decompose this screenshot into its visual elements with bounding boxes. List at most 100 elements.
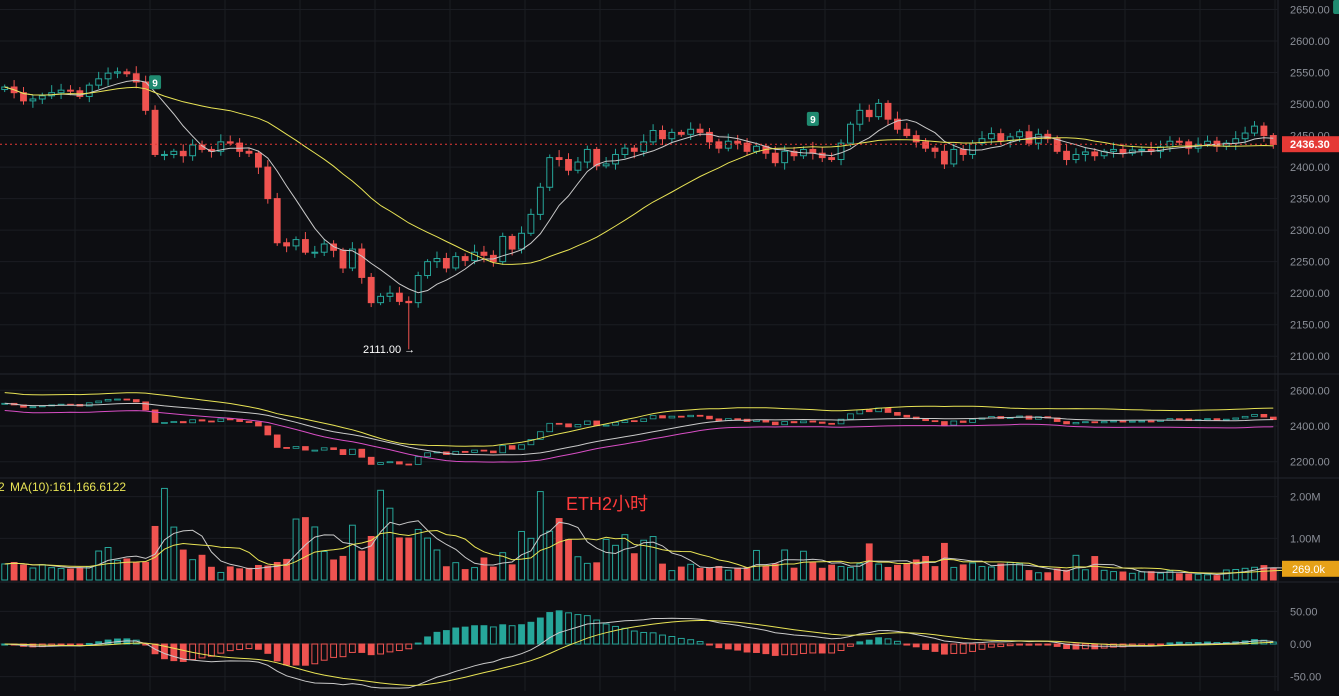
indicator-candle bbox=[198, 419, 206, 422]
macd-histogram-bar bbox=[1166, 642, 1174, 645]
volume-bar bbox=[10, 562, 18, 581]
volume-bar bbox=[57, 568, 65, 581]
volume-bar bbox=[395, 537, 403, 581]
volume-bar bbox=[1232, 569, 1240, 581]
volume-bar bbox=[301, 517, 309, 581]
volume-bar bbox=[348, 524, 356, 581]
price-ma-fast-line bbox=[4, 79, 1274, 294]
candle-body bbox=[348, 248, 356, 269]
candle-body bbox=[386, 292, 394, 297]
macd-histogram-bar bbox=[499, 624, 507, 645]
indicator-candle bbox=[546, 422, 554, 433]
indicator-candle bbox=[630, 420, 638, 423]
indicator-candle bbox=[358, 448, 366, 458]
price-ma-slow-line bbox=[4, 86, 1274, 265]
macd-histogram-bar bbox=[762, 643, 770, 655]
macd-histogram-bar bbox=[602, 623, 610, 645]
y-tick-label: 2500.00 bbox=[1290, 99, 1330, 111]
macd-histogram-bar bbox=[489, 626, 497, 645]
volume-bar bbox=[386, 507, 394, 581]
macd-histogram-bar bbox=[67, 643, 74, 646]
volume-bar bbox=[367, 536, 375, 581]
candle-body bbox=[847, 123, 854, 144]
indicator-candle bbox=[518, 444, 525, 450]
macd-histogram-bar bbox=[29, 643, 37, 648]
volume-bar bbox=[48, 567, 56, 581]
macd-histogram-bar bbox=[414, 642, 422, 645]
macd-histogram-bar bbox=[865, 639, 873, 645]
macd-histogram-bar bbox=[85, 642, 93, 645]
volume-bar bbox=[809, 562, 817, 581]
macd-histogram-bar bbox=[734, 643, 742, 651]
volume-ma10-line bbox=[4, 529, 1293, 574]
volume-bar bbox=[677, 566, 685, 581]
candle-body bbox=[1063, 150, 1070, 161]
y-tick-label: 1.00M bbox=[1290, 533, 1321, 545]
macd-histogram-bar bbox=[771, 643, 779, 656]
y-tick-label: 2150.00 bbox=[1290, 320, 1330, 332]
indicator-candle bbox=[1241, 415, 1249, 419]
macd-histogram-bar bbox=[395, 643, 403, 652]
volume-bar bbox=[1025, 570, 1033, 581]
macd-histogram-bar bbox=[912, 643, 920, 648]
candle-body bbox=[894, 118, 901, 130]
macd-histogram-bar bbox=[969, 643, 977, 652]
indicator-candle bbox=[170, 421, 178, 423]
volume-bar bbox=[20, 564, 27, 581]
volume-bar bbox=[226, 566, 234, 581]
candle-body bbox=[132, 73, 140, 83]
candle-body bbox=[189, 144, 197, 157]
volume-bar bbox=[1128, 572, 1136, 581]
macd-histogram-bar bbox=[640, 631, 648, 645]
candle-body bbox=[884, 102, 892, 120]
y-tick-label: 2300.00 bbox=[1290, 225, 1330, 237]
macd-histogram-bar bbox=[555, 610, 563, 645]
indicator-candle bbox=[320, 447, 328, 451]
candle-body bbox=[114, 71, 121, 74]
candle-body bbox=[621, 147, 629, 155]
volume-bar bbox=[602, 538, 610, 581]
candle-body bbox=[612, 153, 619, 165]
indicator-candle bbox=[818, 421, 826, 424]
volume-bar bbox=[320, 551, 328, 581]
volume-bar bbox=[273, 562, 281, 581]
volume-bar bbox=[1119, 571, 1127, 581]
macd-histogram-bar bbox=[659, 634, 666, 645]
volume-bar bbox=[1157, 572, 1164, 581]
volume-bar bbox=[236, 568, 244, 581]
candle-body bbox=[1100, 150, 1108, 157]
volume-bar bbox=[161, 487, 168, 581]
indicator-candle bbox=[461, 450, 469, 453]
volume-bar bbox=[847, 566, 854, 581]
candle-body bbox=[593, 148, 601, 167]
macd-histogram-bar bbox=[273, 643, 281, 662]
macd-dea-line bbox=[4, 620, 1274, 686]
volume-bar bbox=[424, 537, 431, 581]
macd-histogram-bar bbox=[255, 643, 262, 650]
macd-histogram-bar bbox=[452, 627, 460, 645]
macd-histogram-bar bbox=[217, 643, 225, 654]
low-price-annotation: 2111.00 → bbox=[363, 344, 415, 356]
last-price-label: 2436.30 bbox=[1290, 139, 1330, 151]
volume-bar bbox=[489, 566, 497, 581]
macd-histogram-bar bbox=[442, 630, 450, 645]
candle-body bbox=[856, 109, 864, 125]
y-tick-label: 2600.00 bbox=[1290, 385, 1330, 397]
volume-bar bbox=[1185, 573, 1193, 581]
candle-body bbox=[1016, 131, 1023, 138]
volume-ma5-line bbox=[4, 520, 1293, 576]
volume-bar bbox=[1251, 566, 1258, 581]
macd-histogram-bar bbox=[461, 626, 469, 645]
volume-bar bbox=[1166, 570, 1174, 581]
volume-bar bbox=[583, 562, 591, 581]
y-tick-label: 2650.00 bbox=[1290, 4, 1330, 16]
signal-badge-label: 9 bbox=[152, 78, 158, 89]
indicator-candle bbox=[649, 415, 657, 420]
macd-histogram-bar bbox=[668, 635, 676, 645]
candle-body bbox=[696, 128, 704, 133]
volume-bar bbox=[38, 564, 46, 581]
volume-bar bbox=[292, 518, 300, 581]
macd-histogram-bar bbox=[198, 643, 206, 659]
